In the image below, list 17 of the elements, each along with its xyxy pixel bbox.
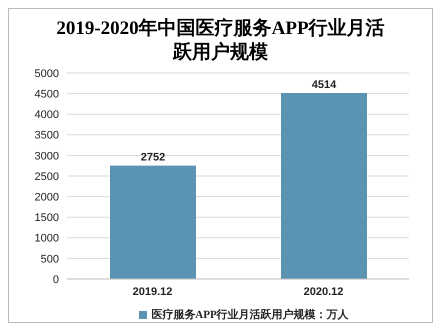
legend-label: 医疗服务APP行业月活跃用户规模：万人 [151,309,349,321]
y-tick-label: 3500 [34,130,59,142]
y-tick-label: 3000 [34,150,59,162]
data-label: 2752 [140,152,166,164]
chart-title: 2019-2020年中国医疗服务APP行业月活跃用户规模 [55,17,386,65]
y-tick-label: 5000 [34,68,59,80]
y-tick-label: 4000 [34,109,59,122]
y-tick-label: 1500 [34,212,59,224]
y-tick-label: 1000 [34,232,59,245]
x-tick-label: 2020.12 [304,286,344,298]
x-tick-label: 2019.12 [132,286,172,298]
y-tick-label: 4500 [34,88,59,101]
data-label: 4514 [312,79,338,92]
y-tick-label: 0 [52,274,59,286]
y-tick-label: 2000 [34,192,59,204]
y-tick-label: 500 [40,253,59,266]
y-tick-label: 2500 [34,170,59,183]
